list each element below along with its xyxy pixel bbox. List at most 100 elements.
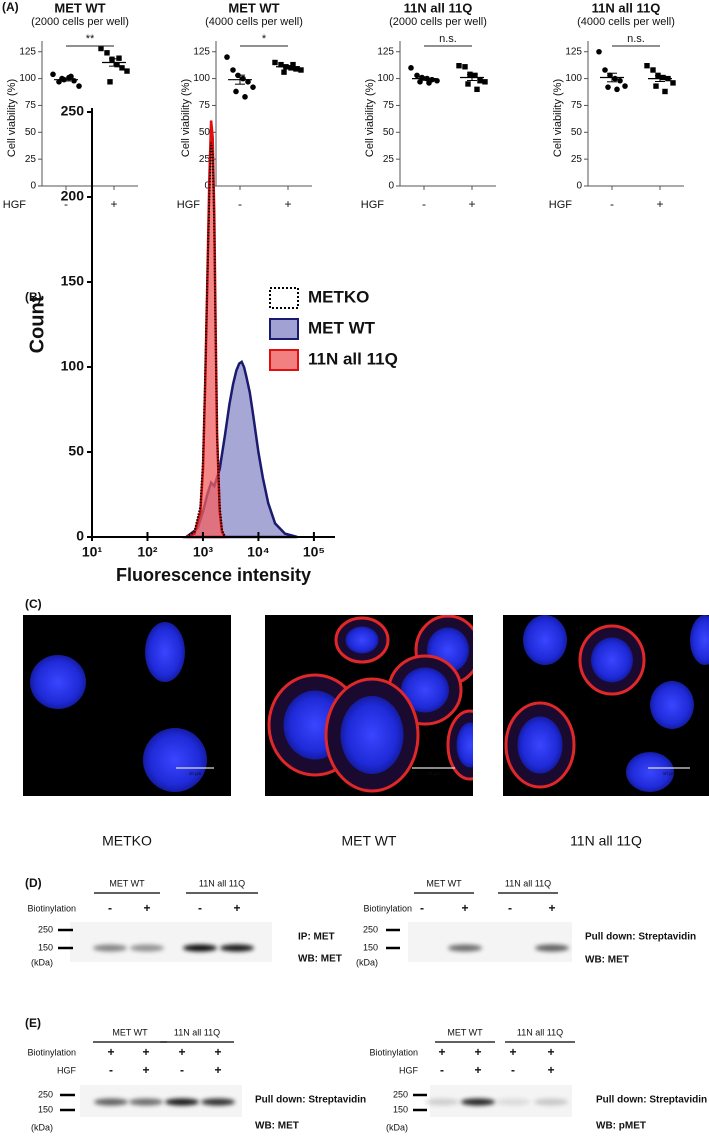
data-point [465, 81, 471, 87]
legend-label: METKO [308, 287, 369, 306]
marker-label: 150 [38, 942, 53, 952]
blot-group-label: 11N all 11Q [505, 878, 551, 888]
y-tick-label: 50 [383, 127, 395, 138]
y-axis-label: Cell viability (%) [552, 79, 564, 157]
blot-group-label: 11N all 11Q [199, 878, 245, 888]
blot-band [496, 1098, 530, 1106]
y-tick-label: 0 [204, 181, 210, 192]
data-point [605, 84, 611, 90]
blot-group-label: 11N all 11Q [517, 1027, 563, 1037]
data-point [456, 63, 462, 69]
scale-bar-label: 10 μm [189, 771, 202, 776]
blot-sign: + [438, 1045, 445, 1059]
blot-band [448, 944, 482, 952]
blot-sign: + [178, 1045, 185, 1059]
panel-label: (A) [2, 0, 19, 14]
data-point [622, 83, 628, 89]
x-tick-label: 10¹ [82, 544, 103, 560]
y-tick-label: 100 [565, 73, 582, 84]
marker-unit: (kDa) [31, 1122, 53, 1132]
data-point [644, 63, 650, 69]
blot-annotation: WB: MET [585, 955, 629, 966]
data-point [104, 50, 110, 56]
blot-band [130, 944, 164, 952]
data-point [477, 78, 483, 84]
marker-label: 250 [38, 1089, 53, 1099]
data-point [474, 86, 480, 93]
blot-sign: + [547, 1045, 554, 1059]
blot-group-label: MET WT [447, 1027, 483, 1037]
y-axis-label: Count [26, 295, 48, 353]
marker-label: 150 [393, 1104, 408, 1114]
y-tick-label: 50 [68, 443, 84, 459]
data-point [426, 80, 432, 86]
data-point [107, 79, 113, 85]
y-tick-label: 125 [19, 46, 36, 57]
y-tick-label: 100 [19, 73, 36, 84]
data-point [230, 67, 236, 73]
data-point [240, 75, 246, 82]
x-tick-label: + [284, 197, 291, 211]
blot-membrane [70, 922, 272, 962]
blot-annotation: WB: MET [255, 1121, 299, 1132]
data-point [612, 75, 618, 82]
panel-label: (E) [25, 1016, 41, 1030]
y-axis-label: Cell viability (%) [364, 79, 376, 157]
y-tick-label: 150 [61, 273, 85, 289]
data-point [242, 94, 248, 100]
data-point [660, 74, 666, 81]
nucleus [145, 622, 185, 682]
y-tick-label: 25 [571, 154, 583, 165]
data-point [250, 84, 256, 90]
x-tick-label: + [468, 197, 475, 211]
blot-sign: - [440, 1063, 444, 1077]
blot-sign: - [420, 901, 424, 915]
data-point [272, 59, 278, 66]
x-axis-label: Fluorescence intensity [116, 565, 311, 585]
blot-annotation: WB: pMET [596, 1121, 646, 1132]
significance-label: n.s. [439, 33, 457, 45]
micrograph-label: MET WT [342, 833, 397, 849]
blot-annotation: Pull down: Streptavidin [596, 1095, 707, 1106]
blot-sign: - [108, 901, 112, 915]
scale-bar-label: 10 μm [427, 771, 440, 776]
blot-group-label: 11N all 11Q [174, 1027, 220, 1037]
x-tick-label: - [238, 197, 242, 211]
micrograph: 10 μm [503, 615, 709, 796]
y-tick-label: 0 [388, 181, 394, 192]
data-point [662, 88, 668, 95]
y-tick-label: 100 [377, 73, 394, 84]
blot-band [129, 1098, 163, 1106]
data-point [670, 80, 676, 86]
blot-sign: + [509, 1045, 516, 1059]
data-point [298, 67, 304, 73]
panel-label: (B) [25, 290, 42, 304]
blot-band [201, 1098, 235, 1106]
nucleus [30, 655, 86, 709]
chart-title: MET WT [54, 0, 105, 15]
data-point [414, 72, 420, 79]
y-axis-label: Cell viability (%) [180, 79, 192, 157]
data-point [650, 67, 656, 73]
y-tick-label: 125 [193, 46, 210, 57]
nucleus [517, 716, 563, 774]
blot-sign: + [142, 1063, 149, 1077]
y-tick-label: 0 [76, 528, 84, 544]
y-tick-label: 0 [576, 181, 582, 192]
blot-annotation: Pull down: Streptavidin [255, 1095, 366, 1106]
blot-group-label: MET WT [426, 878, 462, 888]
data-point [278, 61, 284, 68]
legend-swatch [269, 318, 299, 340]
blot-band [534, 1098, 568, 1106]
blot-annotation: Pull down: Streptavidin [585, 932, 696, 943]
blot-band [220, 944, 254, 952]
y-tick-label: 75 [25, 100, 37, 111]
y-tick-label: 50 [571, 127, 583, 138]
blot-annotation: IP: MET [298, 932, 335, 943]
blot-group-label: MET WT [109, 878, 145, 888]
blot-sign: + [474, 1045, 481, 1059]
nucleus [401, 667, 449, 713]
blot-row-label: Biotinylation [27, 1047, 76, 1057]
nucleus [340, 696, 404, 774]
